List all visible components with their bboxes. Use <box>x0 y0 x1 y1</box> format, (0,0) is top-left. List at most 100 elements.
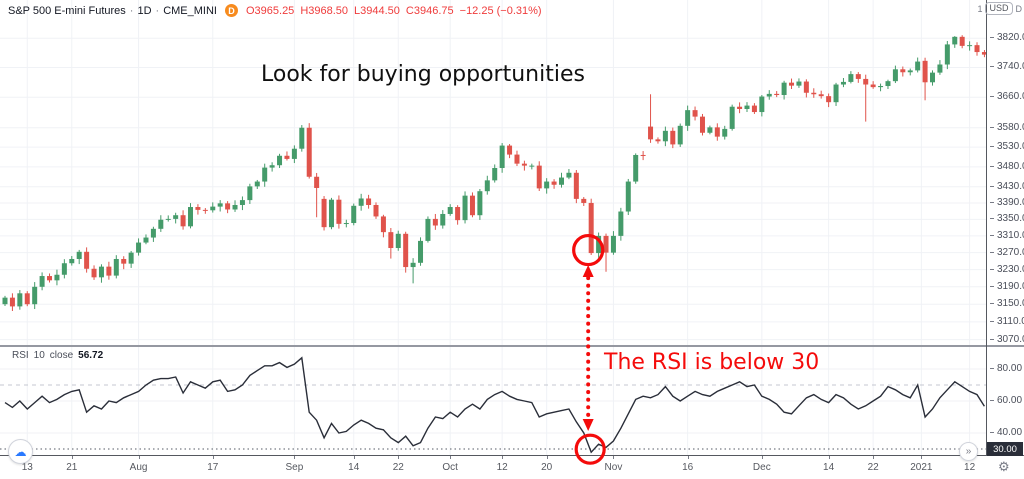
candle <box>566 172 572 178</box>
candle <box>492 168 498 181</box>
candle <box>202 209 208 211</box>
time-tick-mark <box>546 456 548 459</box>
candle <box>336 199 342 224</box>
cloud-button[interactable]: ☁ <box>8 439 33 464</box>
time-tick-mark <box>294 456 296 459</box>
price-axis-unit-row: 1 USD D <box>977 2 1022 15</box>
rsi-axis-label: 40.00 <box>990 427 1022 438</box>
daily-interval-badge[interactable]: D <box>224 4 238 17</box>
candle <box>551 181 557 185</box>
candle <box>967 45 973 47</box>
time-tick-mark <box>761 456 763 459</box>
price-axis-label: 3270.00 <box>990 247 1024 258</box>
candle <box>484 180 490 192</box>
time-tick-mark <box>138 456 140 459</box>
scroll-right-button[interactable]: » <box>959 442 978 461</box>
candle <box>536 165 542 189</box>
indicator-source: close <box>49 350 74 361</box>
rsi-legend: RSI 10 close 56.72 <box>12 350 103 361</box>
candle <box>195 207 201 210</box>
candle <box>469 195 475 216</box>
candle <box>225 203 231 210</box>
candle <box>885 81 891 87</box>
indicator-length: 10 <box>33 350 45 361</box>
candle <box>410 262 416 268</box>
candle <box>863 78 869 85</box>
candle <box>685 110 691 126</box>
time-axis-label: Sep <box>285 462 304 473</box>
candle <box>878 86 884 88</box>
candle <box>150 228 156 238</box>
candle <box>855 74 861 79</box>
candle <box>314 176 320 188</box>
candle <box>892 69 898 82</box>
candle <box>395 233 401 249</box>
candle <box>640 154 646 156</box>
unit-prefix: 1 <box>977 3 983 14</box>
candle <box>76 251 82 259</box>
candle <box>981 52 987 55</box>
candle <box>521 163 527 166</box>
close-value: C3946.75 <box>405 4 454 17</box>
price-axis-label: 3530.00 <box>990 141 1024 152</box>
candle <box>781 82 787 96</box>
candle <box>32 286 38 305</box>
rsi-axis-label: 60.00 <box>990 395 1022 406</box>
time-axis-label: 22 <box>867 462 879 473</box>
candle <box>818 94 824 97</box>
candle <box>796 81 802 86</box>
time-axis-label: 12 <box>496 462 508 473</box>
candle <box>944 44 950 65</box>
price-axis-label: 3580.00 <box>990 122 1024 133</box>
price-axis-label: 3070.00 <box>990 334 1024 345</box>
candle <box>670 130 676 145</box>
candle <box>188 207 193 227</box>
candle <box>744 105 750 110</box>
candle <box>128 252 134 264</box>
candle <box>39 276 45 287</box>
candle <box>559 177 564 185</box>
arrowhead-down-icon <box>582 419 594 431</box>
interval-label[interactable]: 1D <box>137 4 152 17</box>
candle <box>677 125 683 145</box>
candle <box>811 92 817 95</box>
price-axis-label: 3820.00 <box>990 32 1024 43</box>
time-axis-label: 2021 <box>910 462 933 473</box>
price-axis-label: 3480.00 <box>990 161 1024 172</box>
candle <box>766 93 772 97</box>
candle <box>321 198 327 228</box>
candle <box>544 181 550 189</box>
candle <box>47 276 53 281</box>
candle <box>937 64 943 73</box>
gear-icon: ⚙ <box>998 459 1010 474</box>
candle <box>974 45 980 53</box>
candle <box>603 235 609 253</box>
candle <box>173 215 179 219</box>
legend-separator: · <box>129 4 134 17</box>
change-value: −12.25 (−0.31%) <box>459 4 542 17</box>
candle <box>907 70 913 73</box>
settings-button[interactable]: ⚙ <box>998 459 1010 475</box>
candle <box>232 204 238 210</box>
candle <box>380 216 386 233</box>
rsi-axis-label: 80.00 <box>990 363 1022 374</box>
candle <box>751 105 757 113</box>
candle <box>54 274 60 281</box>
candle <box>573 172 579 199</box>
rsi-line <box>4 356 985 454</box>
ohlc-values: O3965.25 H3968.50 L3944.50 C3946.75 −12.… <box>246 5 542 17</box>
candle <box>596 235 602 254</box>
time-tick-mark <box>212 456 214 459</box>
symbol-name[interactable]: S&P 500 E-mini Futures <box>8 4 126 17</box>
candle <box>826 96 832 103</box>
time-axis-label: 13 <box>21 462 33 473</box>
indicator-title[interactable]: RSI <box>12 350 29 361</box>
candle <box>848 74 854 82</box>
candle <box>299 127 305 149</box>
candle <box>388 232 394 249</box>
candle <box>306 127 312 177</box>
candle <box>217 203 223 207</box>
candle <box>358 198 364 206</box>
currency-toggle[interactable]: USD <box>985 2 1013 15</box>
